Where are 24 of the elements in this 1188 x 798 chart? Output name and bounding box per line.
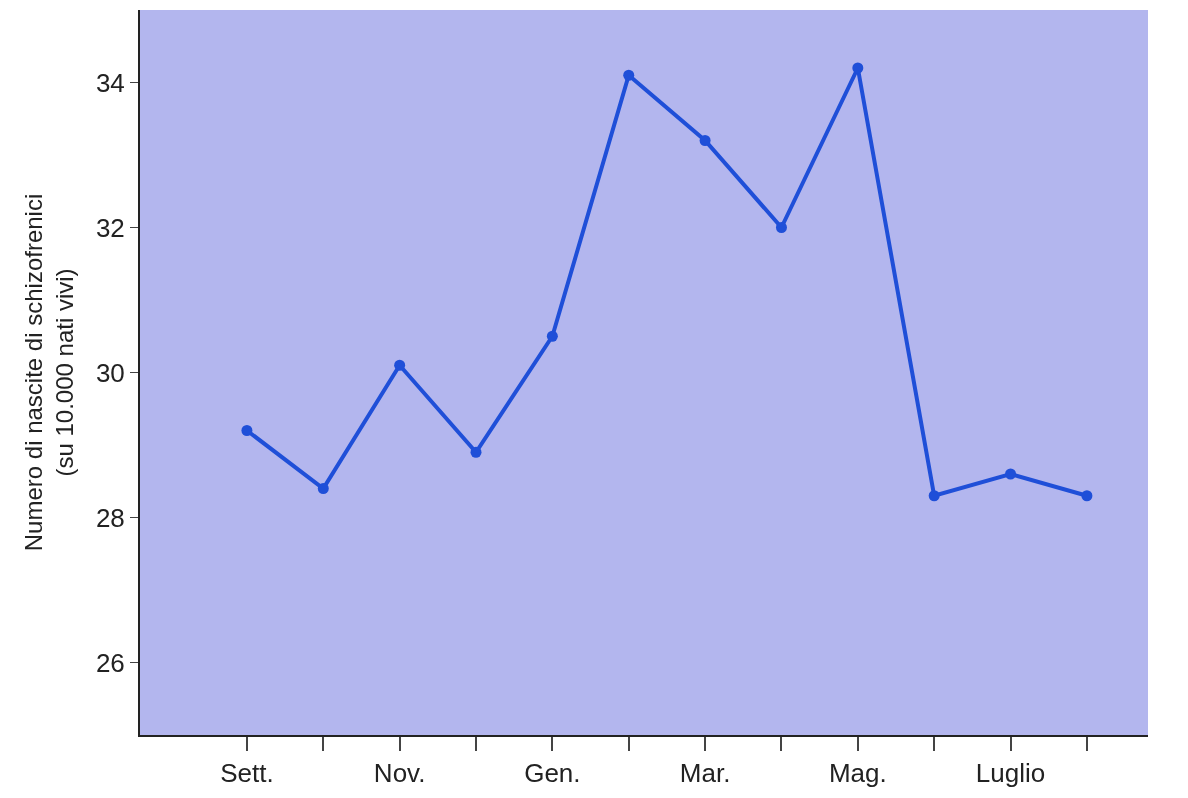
y-tick-label: 28 bbox=[95, 502, 125, 533]
point bbox=[699, 135, 711, 146]
y-tick-label: 30 bbox=[95, 357, 125, 388]
x-tick-label: Luglio bbox=[975, 758, 1046, 789]
point bbox=[241, 425, 253, 436]
y-tick-label: 26 bbox=[95, 647, 125, 678]
x-tick-label: Gen. bbox=[524, 758, 581, 789]
x-tick-label: Mar. bbox=[679, 758, 731, 789]
point bbox=[775, 222, 787, 233]
y-axis-title: Numero di nascite di schizofrenici (su 10.000 nati vivi) bbox=[20, 193, 79, 552]
point bbox=[623, 69, 635, 81]
y-tick-label: 34 bbox=[95, 67, 125, 98]
x-tick-label: Nov. bbox=[373, 758, 426, 789]
point bbox=[394, 359, 406, 371]
x-tick-label: Sett. bbox=[220, 758, 274, 789]
point bbox=[1081, 490, 1093, 502]
x-tick-label: Mag. bbox=[828, 758, 887, 789]
point bbox=[928, 490, 940, 502]
point bbox=[852, 62, 864, 74]
point bbox=[1005, 468, 1017, 480]
point bbox=[546, 330, 558, 342]
point bbox=[470, 446, 482, 458]
y-tick-label: 32 bbox=[95, 212, 125, 243]
point bbox=[317, 483, 329, 494]
